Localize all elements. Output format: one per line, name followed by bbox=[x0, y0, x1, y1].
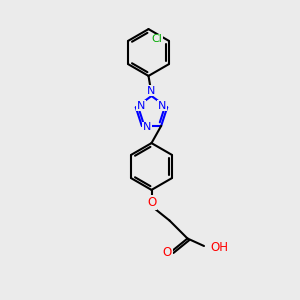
Text: N: N bbox=[147, 85, 156, 96]
Text: N: N bbox=[143, 122, 152, 132]
Text: OH: OH bbox=[211, 241, 229, 254]
Text: O: O bbox=[147, 196, 156, 209]
Text: N: N bbox=[137, 101, 146, 111]
Text: N: N bbox=[158, 101, 166, 111]
Text: O: O bbox=[163, 246, 172, 259]
Text: Cl: Cl bbox=[151, 34, 162, 44]
